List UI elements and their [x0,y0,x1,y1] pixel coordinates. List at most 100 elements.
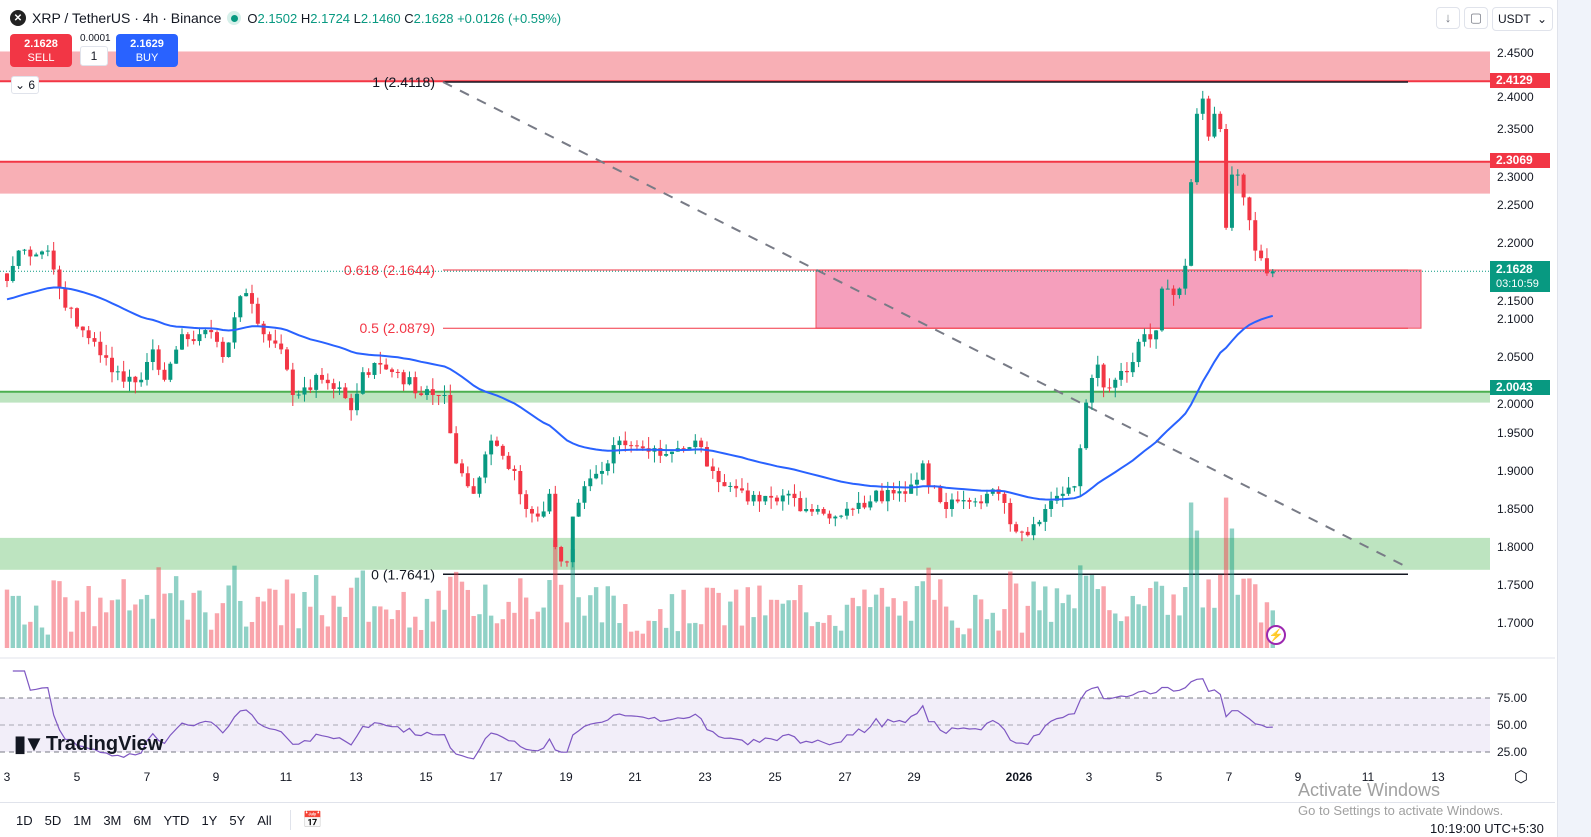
candle-body [1171,288,1176,295]
candle [162,362,167,382]
quantity-input[interactable]: 1 [80,46,108,66]
volume-bar [675,631,680,648]
settings-icon[interactable]: ⬡ [1514,769,1528,786]
volume-bar [348,587,354,648]
range-all[interactable]: All [257,812,272,828]
volume-bar [973,594,978,648]
candle [191,330,196,345]
candle [1259,244,1264,261]
price-axis-label: 2.1500 [1497,294,1534,308]
candle [384,358,389,370]
candle [798,491,803,512]
watermark-subtitle: Go to Settings to activate Windows. [1298,803,1504,818]
candle [535,506,540,522]
candle-body [979,501,984,504]
candle [891,482,896,500]
clock[interactable]: 10:19:00 UTC+5:30 [1430,821,1544,836]
lightning-icon[interactable]: ⚡ [1266,625,1286,645]
candle-body [1095,364,1100,378]
calendar-icon[interactable]: 📅 [289,810,323,830]
candle-body [839,515,844,517]
volume-bar [798,585,803,648]
time-axis-label: 11 [1362,770,1375,784]
volume-bar [751,617,756,648]
range-ytd[interactable]: YTD [163,812,190,828]
candle-body [430,389,435,395]
candle-body [477,477,482,494]
candle [1229,166,1234,231]
range-1m[interactable]: 1M [73,812,92,828]
volume-bar [908,620,914,648]
price-label-resistance-mid: 2.3069 [1490,153,1550,168]
fullscreen-icon[interactable]: ▢ [1464,7,1488,29]
candle-body [290,369,295,395]
volume-bar [278,625,284,648]
candle-body [238,296,243,318]
candle [74,307,79,329]
buy-button[interactable]: 2.1629 BUY [116,34,178,67]
candle-body [693,440,698,448]
candle-body [1253,220,1258,251]
volume-bar [955,627,960,648]
time-axis-label: 5 [74,770,81,784]
candle-body [1014,524,1019,532]
sell-button[interactable]: 2.1628 SELL [10,34,72,67]
candle [34,252,39,257]
range-5y[interactable]: 5Y [229,812,246,828]
candle [442,385,447,405]
candle [255,297,260,327]
range-1y[interactable]: 1Y [201,812,218,828]
fib-label-0.5: 0.5 (2.0879) [360,320,436,336]
candle-body [34,254,39,257]
candle [185,332,190,347]
candle [979,495,984,510]
time-axis-label: 25 [768,770,782,784]
volume-bar [1066,594,1071,648]
candle [996,486,1001,501]
volume-bar [879,587,885,648]
candle-body [1025,531,1030,536]
price-axis-label: 2.0500 [1497,350,1534,364]
candle-body [874,490,879,502]
candle [739,478,744,494]
volume-bar [74,600,80,648]
volume-bar [611,595,616,648]
volume-bar [920,581,925,648]
volume-bar [687,623,692,648]
candle-body [384,364,389,370]
candle-body [576,502,581,517]
rsi-axis-label: 50.00 [1497,718,1527,732]
candle-body [658,448,663,456]
candle-body [582,486,587,503]
candle [786,490,791,505]
symbol-title[interactable]: XRP / TetherUS · 4h · Binance [32,10,222,26]
volume-bar [51,580,56,648]
candle-body [1235,174,1240,176]
volume-bar [827,615,832,648]
volume-bar [903,601,908,648]
candle-body [1165,288,1170,290]
range-1d[interactable]: 1D [16,812,33,828]
price-chart[interactable]: 1 (2.4118) 0.618 (2.1644) 0.5 (2.0879) 0 (1… [0,0,1555,802]
volume-bar [57,581,62,648]
candle-body [325,379,330,384]
price-change: +0.0126 (+0.59%) [457,10,562,26]
candle-body [757,494,762,502]
candle [716,467,721,493]
candle-body [1031,524,1036,536]
candle-body [39,251,44,255]
candle-body [1259,250,1264,259]
candle [424,385,429,400]
candle [179,328,184,350]
currency-select[interactable]: USDT ⌄ [1492,7,1553,31]
indicators-toggle[interactable]: ⌄ 6 [11,76,39,94]
range-5d[interactable]: 5D [44,812,62,828]
download-icon[interactable]: ↓ [1436,7,1460,29]
candle-body [104,355,109,358]
range-6m[interactable]: 6M [133,812,152,828]
rsi-line [12,670,1273,760]
candle-body [92,338,97,342]
volume-bar [203,612,208,648]
candle [524,490,529,518]
range-3m[interactable]: 3M [103,812,122,828]
